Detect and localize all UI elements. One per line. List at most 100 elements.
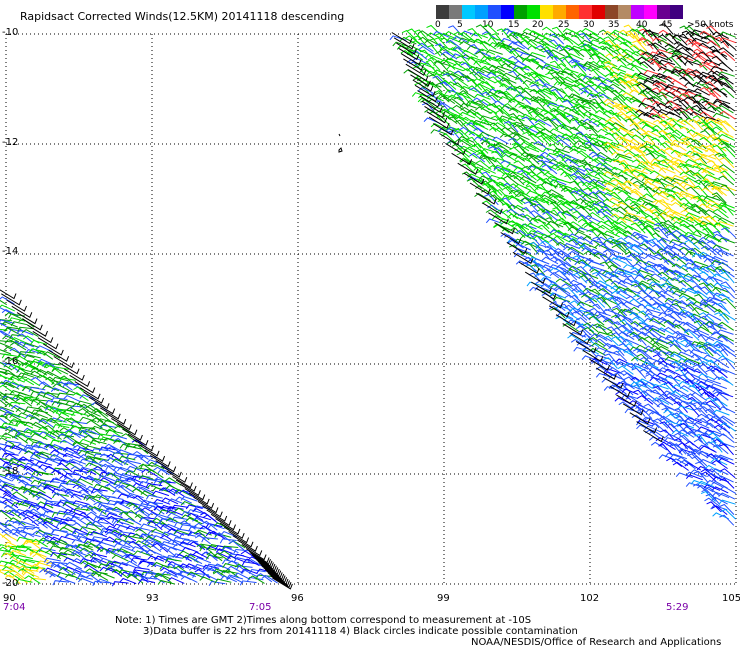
- wind-barb: [690, 391, 707, 402]
- wind-barb: [644, 397, 660, 408]
- wind-barb: [712, 391, 729, 401]
- edge-wind-barb: [180, 483, 201, 497]
- wind-barb: [110, 434, 128, 440]
- wind-barb: [583, 187, 599, 199]
- wind-barb: [644, 29, 660, 41]
- wind-barb: [691, 163, 708, 174]
- wind-barb: [17, 412, 35, 420]
- wind-barb: [432, 106, 450, 114]
- wind-barb: [62, 524, 80, 531]
- wind-barb: [173, 521, 191, 528]
- wind-barb: [693, 401, 708, 414]
- wind-barb: [659, 441, 676, 451]
- wind-barb: [690, 469, 707, 477]
- wind-barb: [70, 471, 87, 480]
- wind-barb: [507, 194, 523, 205]
- wind-barb: [528, 110, 544, 121]
- wind-barb: [521, 116, 537, 128]
- wind-barb: [480, 154, 497, 163]
- edge-wind-barb: [488, 212, 509, 225]
- wind-barb: [631, 279, 648, 289]
- wind-barb: [590, 170, 606, 181]
- wind-barb: [80, 560, 97, 569]
- wind-barb: [602, 292, 620, 299]
- wind-barb: [616, 71, 634, 79]
- wind-barb: [554, 258, 571, 268]
- edge-wind-barb: [616, 394, 637, 407]
- wind-barb: [434, 92, 450, 103]
- wind-barb: [603, 36, 619, 48]
- wind-barb: [679, 309, 697, 317]
- wind-barb: [528, 132, 544, 143]
- wind-barb: [36, 496, 54, 504]
- wind-barb: [590, 76, 607, 84]
- wind-barb: [587, 260, 605, 267]
- wind-barb: [716, 249, 734, 257]
- wind-barb: [705, 422, 722, 433]
- wind-barb: [160, 541, 178, 547]
- wind-barb: [97, 433, 115, 439]
- wind-barb: [133, 506, 151, 516]
- wind-barb: [550, 283, 567, 293]
- wind-barb: [576, 306, 594, 314]
- edge-wind-barb: [122, 428, 143, 441]
- wind-barb: [717, 75, 734, 85]
- wind-barb: [215, 548, 233, 554]
- wind-barb: [507, 204, 525, 213]
- wind-barb: [567, 226, 585, 234]
- wind-barb: [164, 558, 182, 564]
- wind-barb: [529, 210, 546, 220]
- wind-barb: [563, 311, 580, 321]
- wind-barb: [62, 382, 80, 389]
- wind-barb: [648, 281, 666, 288]
- wind-barb: [658, 199, 673, 211]
- wind-barb: [114, 484, 131, 495]
- wind-barb: [498, 57, 516, 64]
- wind-barb: [506, 163, 524, 170]
- wind-barb: [45, 376, 62, 386]
- wind-barb: [670, 198, 687, 208]
- wind-barb: [602, 85, 619, 95]
- wind-barb: [103, 419, 121, 428]
- wind-barb: [583, 173, 601, 180]
- wind-barb: [77, 484, 94, 494]
- wind-barb: [643, 295, 660, 305]
- wind-barb: [181, 511, 199, 516]
- wind-barb: [704, 441, 721, 451]
- wind-barb: [76, 478, 93, 486]
- wind-barb: [663, 207, 681, 215]
- wind-barb: [516, 94, 532, 105]
- wind-barb: [568, 238, 585, 250]
- wind-barb: [39, 568, 56, 578]
- wind-barb: [719, 204, 734, 216]
- wind-barb: [673, 438, 689, 450]
- wind-barb: [509, 146, 525, 157]
- wind-barb: [684, 91, 702, 98]
- wind-barb: [568, 59, 585, 68]
- wind-barb: [678, 429, 695, 438]
- wind-barb: [637, 160, 655, 170]
- wind-barb: [718, 205, 736, 213]
- wind-barb: [86, 419, 103, 429]
- wind-barb: [583, 223, 601, 233]
- wind-barb: [633, 294, 649, 305]
- wind-barb: [557, 263, 574, 273]
- wind-barb: [35, 394, 53, 401]
- wind-barb: [582, 193, 599, 201]
- wind-barb: [154, 522, 172, 532]
- wind-barb: [75, 575, 93, 581]
- wind-barb: [693, 320, 710, 331]
- wind-barb: [697, 484, 714, 493]
- wind-barb: [596, 211, 612, 223]
- wind-barb: [562, 164, 579, 175]
- wind-barb: [78, 489, 95, 499]
- wind-barb: [683, 367, 701, 374]
- wind-barb: [242, 558, 260, 567]
- wind-barb: [32, 530, 49, 540]
- colorbar-segment: [618, 5, 631, 19]
- wind-barb: [456, 93, 472, 105]
- wind-barb: [614, 231, 632, 239]
- wind-barb: [87, 413, 104, 423]
- wind-barb: [493, 89, 511, 96]
- wind-barb: [706, 468, 723, 479]
